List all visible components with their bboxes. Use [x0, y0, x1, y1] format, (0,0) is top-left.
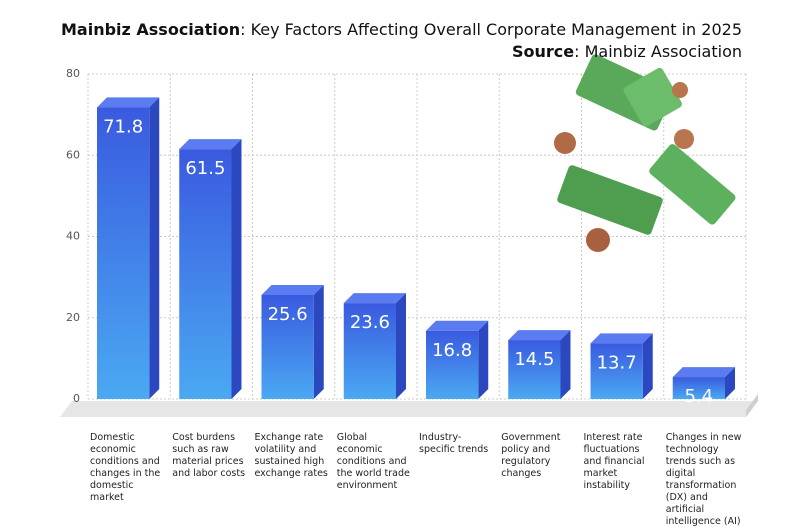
bar-top [508, 330, 571, 341]
bar [179, 149, 232, 399]
bar-top [672, 367, 735, 378]
bar-top [426, 320, 489, 331]
bar [508, 340, 561, 399]
x-tick-label: Government policy and regulatory changes [501, 432, 561, 479]
bar-side [642, 333, 653, 399]
floor-side [746, 394, 758, 417]
bar-side [313, 285, 324, 399]
y-tick-label: 80 [66, 67, 80, 80]
bar-top [261, 285, 324, 295]
value-label: 71.8 [103, 116, 143, 137]
bar-side [478, 320, 489, 399]
value-label: 13.7 [597, 352, 637, 373]
y-tick-label: 60 [66, 148, 80, 161]
value-label: 5.4 [685, 386, 714, 407]
bar-side [396, 293, 406, 399]
x-tick-label: Changes in new technology trends such as… [665, 432, 742, 527]
value-label: 25.6 [268, 304, 308, 325]
subtitle-text: : Mainbiz Association [574, 42, 742, 61]
x-tick-label: Exchange rate volatility and sustained h… [254, 432, 328, 479]
y-tick-label: 20 [66, 311, 80, 324]
subtitle-bold: Source [512, 42, 575, 61]
bar [672, 377, 725, 399]
money-illustration [554, 54, 736, 252]
bar-side [725, 367, 735, 399]
bar [343, 303, 396, 399]
bar [590, 343, 643, 399]
title-bold: Mainbiz Association [60, 20, 241, 39]
bar-top [590, 333, 653, 344]
bar [426, 330, 479, 399]
value-label: 14.5 [514, 349, 554, 370]
x-tick-label: Cost burdens such as raw material prices… [172, 432, 246, 479]
value-label: 23.6 [350, 312, 390, 333]
bar [261, 295, 314, 399]
y-tick-label: 40 [66, 230, 80, 243]
bar-top [343, 293, 406, 304]
x-tick-label: Global economic conditions and the world… [336, 432, 410, 491]
value-label: 16.8 [432, 340, 472, 361]
bar-top [179, 139, 242, 150]
floor [60, 401, 758, 417]
chart-title: Mainbiz Association: Key Factors Affecti… [61, 20, 742, 39]
bar-side [149, 97, 160, 399]
chart-subtitle: Source: Mainbiz Association [512, 42, 742, 61]
bar-top [97, 97, 160, 108]
y-tick-label: 0 [73, 392, 80, 405]
value-label: 61.5 [185, 158, 225, 179]
bar [97, 107, 150, 399]
bar-side [231, 139, 242, 399]
title-text: : Key Factors Affecting Overall Corporat… [240, 20, 742, 39]
x-tick-label: Industry-specific trends [419, 432, 489, 455]
bar-side [560, 330, 571, 399]
x-tick-label: Interest rate fluctuations and financial… [583, 432, 645, 491]
x-tick-label: Domestic economic conditions and changes… [90, 432, 161, 503]
